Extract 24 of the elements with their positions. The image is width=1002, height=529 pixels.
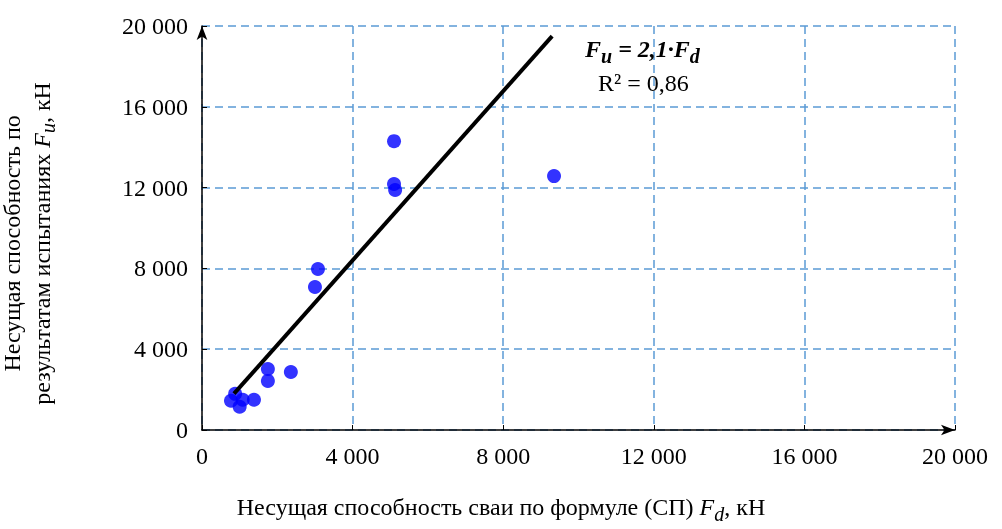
point: [260, 362, 275, 376]
annotation: R² = 0,86: [598, 70, 689, 97]
point: [388, 183, 403, 198]
point: [310, 262, 325, 276]
y-tick-label: 20 000: [122, 13, 188, 39]
point: [246, 392, 261, 407]
point: [387, 134, 402, 149]
x-tick-label: 8 000: [476, 443, 531, 469]
point: [283, 365, 298, 380]
x-tick-label: 20 000: [922, 443, 988, 469]
y-tick-label: 16 000: [122, 93, 188, 120]
annotation: F$_{u}$ = 2,1·F$_{d}$: [585, 36, 700, 68]
point: [260, 373, 275, 388]
x-tick-label: 0: [196, 443, 208, 469]
y-tick-label: 0: [176, 417, 188, 443]
y-tick-label: 8 000: [134, 255, 188, 282]
x-tick-label: 4 000: [325, 443, 380, 469]
x-axis-title: Несущая способность сваи по формуле (СП) F$_{d}$, кН: [235, 494, 767, 526]
x-tick-label: 12 000: [620, 443, 687, 469]
y-tick-label: 4 000: [134, 336, 188, 363]
y-tick-label: 12 000: [122, 174, 188, 201]
point: [307, 279, 322, 294]
x-tick-label: 16 000: [771, 443, 838, 469]
point: [547, 169, 562, 184]
